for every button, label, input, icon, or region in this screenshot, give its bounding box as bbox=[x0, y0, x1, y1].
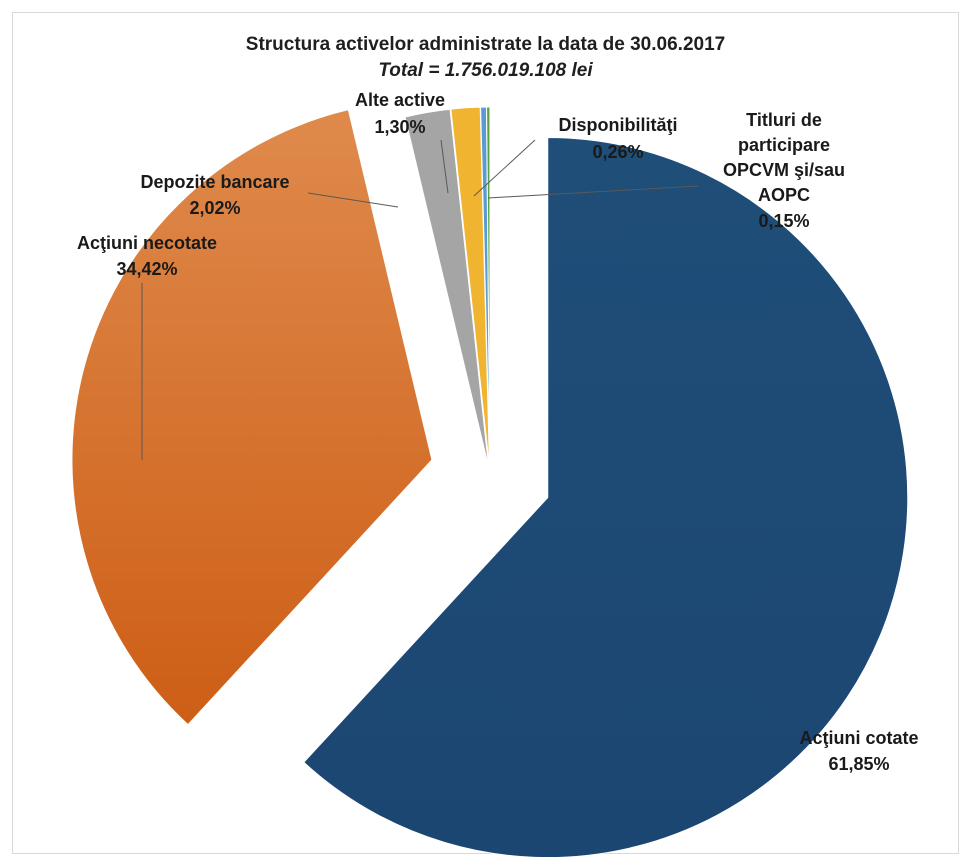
chart-subtitle: Total = 1.756.019.108 lei bbox=[378, 60, 593, 81]
pie-slice-3 bbox=[404, 108, 490, 468]
leader-line-4 bbox=[440, 139, 449, 194]
chart-title: Structura activelor administrate la data… bbox=[245, 34, 726, 55]
slice-label-1: Acţiuni cotate 61,85% bbox=[799, 728, 918, 774]
slice-label-6: Titluri de participare OPCVM şi/sau AOPC 0,1… bbox=[723, 110, 845, 231]
slice-label-2: Acţiuni necotate 34,42% bbox=[77, 233, 217, 279]
slice-label-5: Disponibilităţi 0,26% bbox=[559, 115, 678, 162]
pie-slice-1 bbox=[303, 137, 909, 859]
leader-line-5 bbox=[473, 139, 536, 197]
slice-label-3: Depozite bancare 2,02% bbox=[140, 172, 289, 218]
slice-label-4: Alte active 1,30% bbox=[355, 90, 445, 137]
leader-line-6 bbox=[487, 185, 699, 199]
pie-slice-6 bbox=[486, 106, 491, 468]
pie-slice-2 bbox=[71, 109, 433, 726]
leader-line-3 bbox=[307, 192, 399, 208]
